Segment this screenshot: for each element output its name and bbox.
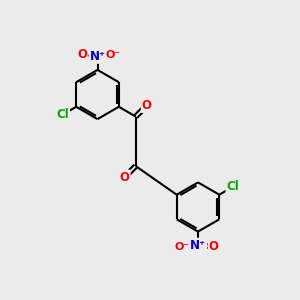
Text: O: O <box>142 99 152 112</box>
Text: N⁺: N⁺ <box>89 50 106 63</box>
Text: O: O <box>120 171 130 184</box>
Text: O: O <box>208 240 219 253</box>
Text: O: O <box>77 48 87 62</box>
Text: O⁻: O⁻ <box>106 50 121 60</box>
Text: Cl: Cl <box>56 108 69 121</box>
Text: Cl: Cl <box>226 180 239 194</box>
Text: O⁻: O⁻ <box>175 242 190 252</box>
Text: N⁺: N⁺ <box>190 238 206 252</box>
